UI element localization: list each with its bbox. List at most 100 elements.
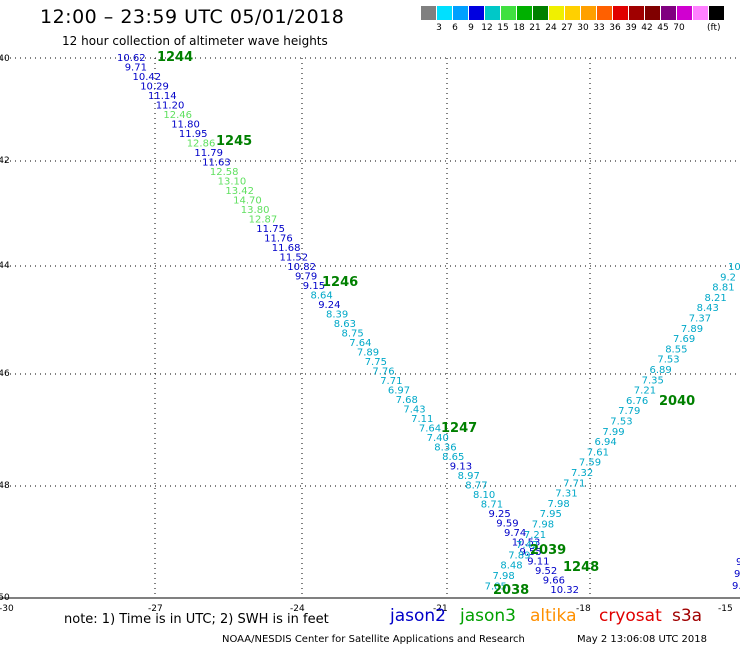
track-a-value: 13.80 bbox=[241, 205, 270, 216]
longitude-tick-label: -15 bbox=[718, 604, 733, 614]
track-a-value: 12.46 bbox=[163, 110, 192, 121]
track-a-value: 11.80 bbox=[171, 120, 200, 131]
track-b-value: 7.42 bbox=[516, 540, 538, 551]
time-labels: 1244 1245 1246 1247 2039 1248 2038 2040 bbox=[157, 50, 695, 598]
legend-swatch bbox=[421, 6, 436, 20]
track-a-value: 8.71 bbox=[481, 500, 503, 511]
pass-time-label: 1244 bbox=[157, 50, 193, 65]
track-a-value: 7.71 bbox=[380, 376, 402, 387]
track-b-value: 7.32 bbox=[571, 468, 593, 479]
track-b-value: 7.53 bbox=[610, 417, 632, 428]
track-b-value: 7.61 bbox=[587, 447, 609, 458]
track-a-value: 9.55 bbox=[520, 547, 542, 558]
track-b-value: 7.37 bbox=[689, 314, 711, 325]
longitude-tick-label: -27 bbox=[148, 604, 163, 614]
legend-swatch bbox=[565, 6, 580, 20]
track-b-value: 7.21 bbox=[524, 530, 546, 541]
latitude-tick-label: -42 bbox=[0, 156, 10, 166]
track-a-value: 12.58 bbox=[210, 167, 239, 178]
page-title: 12:00 – 23:59 UTC 05/01/2018 bbox=[40, 6, 345, 28]
legend-cryosat: cryosat bbox=[599, 606, 662, 626]
legend-label: 27 bbox=[561, 23, 573, 33]
legend-label: 24 bbox=[545, 23, 557, 33]
track-a-value: 7.76 bbox=[372, 367, 394, 378]
track-b-value: 7.98 bbox=[548, 499, 570, 510]
track-a-value: 8.97 bbox=[458, 471, 480, 482]
track-a-value: 11.68 bbox=[272, 243, 301, 254]
legend-swatch bbox=[549, 6, 564, 20]
track-a-value: 7.43 bbox=[403, 405, 425, 416]
longitude-tick-label: -24 bbox=[290, 604, 305, 614]
track-b-value: 7.59 bbox=[579, 458, 601, 469]
track-b-value: 7.31 bbox=[555, 489, 577, 500]
track-a-value: 8.63 bbox=[334, 319, 356, 330]
legend-swatch bbox=[709, 6, 724, 20]
legend-label: 15 bbox=[497, 23, 509, 33]
track-a-value: 8.36 bbox=[434, 443, 456, 454]
legend-swatch bbox=[677, 6, 692, 20]
latitude-tick-label: -46 bbox=[0, 369, 10, 379]
track-a-value: 10.42 bbox=[133, 72, 162, 83]
track-c-value: 9 bbox=[736, 557, 740, 568]
pass-time-label: 2038 bbox=[493, 583, 529, 598]
legend-swatch bbox=[517, 6, 532, 20]
page-subtitle: 12 hour collection of altimeter wave hei… bbox=[62, 34, 328, 48]
wave-height-tracks: 10.629.7110.4210.2911.1411.2012.4611.801… bbox=[117, 53, 740, 596]
legend-jason3: jason3 bbox=[460, 606, 516, 626]
latitude-tick-label: -48 bbox=[0, 481, 10, 491]
track-a-value: 11.95 bbox=[179, 129, 208, 140]
track-a-value: 14.70 bbox=[233, 196, 262, 207]
track-a-value: 7.40 bbox=[427, 433, 449, 444]
track-a-value: 7.89 bbox=[357, 348, 379, 359]
track-a-value: 9.52 bbox=[535, 566, 557, 577]
track-a-value: 9.74 bbox=[504, 528, 526, 539]
pass-time-label: 1247 bbox=[441, 421, 477, 436]
legend-swatch bbox=[501, 6, 516, 20]
track-b-value: 8.43 bbox=[697, 303, 719, 314]
longitude-tick-label: -18 bbox=[576, 604, 591, 614]
legend-swatch bbox=[597, 6, 612, 20]
legend-label: 18 bbox=[513, 23, 525, 33]
track-b-value: 10 bbox=[728, 262, 740, 273]
generated-timestamp: May 2 13:06:08 UTC 2018 bbox=[577, 634, 707, 645]
track-b-value: 6.76 bbox=[626, 396, 648, 407]
track-b-value: 7.35 bbox=[642, 375, 664, 386]
track-a-value: 11.79 bbox=[194, 148, 223, 159]
track-a-value: 9.59 bbox=[496, 519, 518, 530]
legend-label: 21 bbox=[529, 23, 541, 33]
legend-swatch bbox=[581, 6, 596, 20]
legend-swatch bbox=[485, 6, 500, 20]
track-a-value: 6.97 bbox=[388, 386, 410, 397]
track-a-value: 9.66 bbox=[543, 576, 565, 587]
track-a-value: 9.71 bbox=[125, 63, 147, 74]
map-grid bbox=[0, 57, 740, 599]
track-a-value: 10.82 bbox=[287, 262, 316, 273]
legend-swatch bbox=[437, 6, 452, 20]
legend-label: 3 bbox=[436, 23, 442, 33]
track-b-value: 7.99 bbox=[602, 427, 624, 438]
track-b-value: 8.55 bbox=[665, 344, 687, 355]
legend-label: 45 bbox=[657, 23, 669, 33]
pass-time-label: 1245 bbox=[216, 134, 252, 149]
track-a-value: 7.68 bbox=[396, 395, 418, 406]
track-a-value: 8.64 bbox=[311, 291, 333, 302]
track-b-value: 7.89 bbox=[681, 324, 703, 335]
track-a-value: 7.64 bbox=[419, 424, 441, 435]
track-a-value: 9.79 bbox=[295, 272, 317, 283]
track-a-value: 7.64 bbox=[349, 338, 371, 349]
track-a-value: 10.32 bbox=[550, 585, 579, 596]
track-b-value: 7.95 bbox=[540, 509, 562, 520]
legend-label: 33 bbox=[593, 23, 605, 33]
track-a-value: 8.10 bbox=[473, 490, 495, 501]
legend-s3a: s3a bbox=[672, 606, 703, 626]
footnote: note: 1) Time is in UTC; 2) SWH is in fe… bbox=[64, 612, 329, 627]
credit-line: NOAA/NESDIS Center for Satellite Applica… bbox=[222, 634, 525, 645]
legend-label: 12 bbox=[481, 23, 493, 33]
track-a-value: 10.53 bbox=[512, 538, 541, 549]
legend-label: 42 bbox=[641, 23, 653, 33]
pass-time-label: 1246 bbox=[322, 275, 358, 290]
track-a-value: 9.25 bbox=[489, 509, 511, 520]
track-a-value: 11.20 bbox=[156, 101, 185, 112]
